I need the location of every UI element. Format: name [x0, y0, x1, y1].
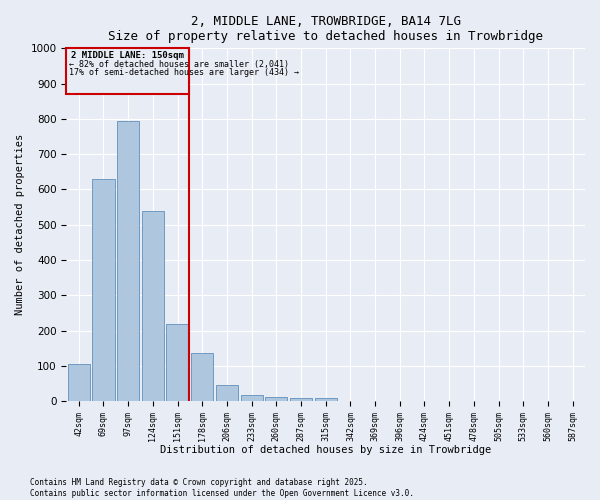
Title: 2, MIDDLE LANE, TROWBRIDGE, BA14 7LG
Size of property relative to detached house: 2, MIDDLE LANE, TROWBRIDGE, BA14 7LG Siz…	[108, 15, 543, 43]
Bar	[265, 396, 287, 401]
Bar	[191, 354, 214, 401]
Bar	[166, 324, 188, 401]
Bar	[68, 364, 90, 401]
Bar	[216, 385, 238, 401]
Bar	[92, 179, 115, 401]
Bar	[241, 395, 263, 401]
Text: Contains HM Land Registry data © Crown copyright and database right 2025.
Contai: Contains HM Land Registry data © Crown c…	[30, 478, 414, 498]
Bar	[117, 120, 139, 401]
Bar	[67, 48, 188, 94]
Text: 2 MIDDLE LANE: 150sqm: 2 MIDDLE LANE: 150sqm	[71, 51, 184, 60]
X-axis label: Distribution of detached houses by size in Trowbridge: Distribution of detached houses by size …	[160, 445, 491, 455]
Bar	[290, 398, 312, 401]
Bar	[142, 210, 164, 401]
Bar	[314, 398, 337, 401]
Text: ← 82% of detached houses are smaller (2,041): ← 82% of detached houses are smaller (2,…	[69, 60, 289, 69]
Text: 17% of semi-detached houses are larger (434) →: 17% of semi-detached houses are larger (…	[69, 68, 299, 78]
Y-axis label: Number of detached properties: Number of detached properties	[15, 134, 25, 316]
